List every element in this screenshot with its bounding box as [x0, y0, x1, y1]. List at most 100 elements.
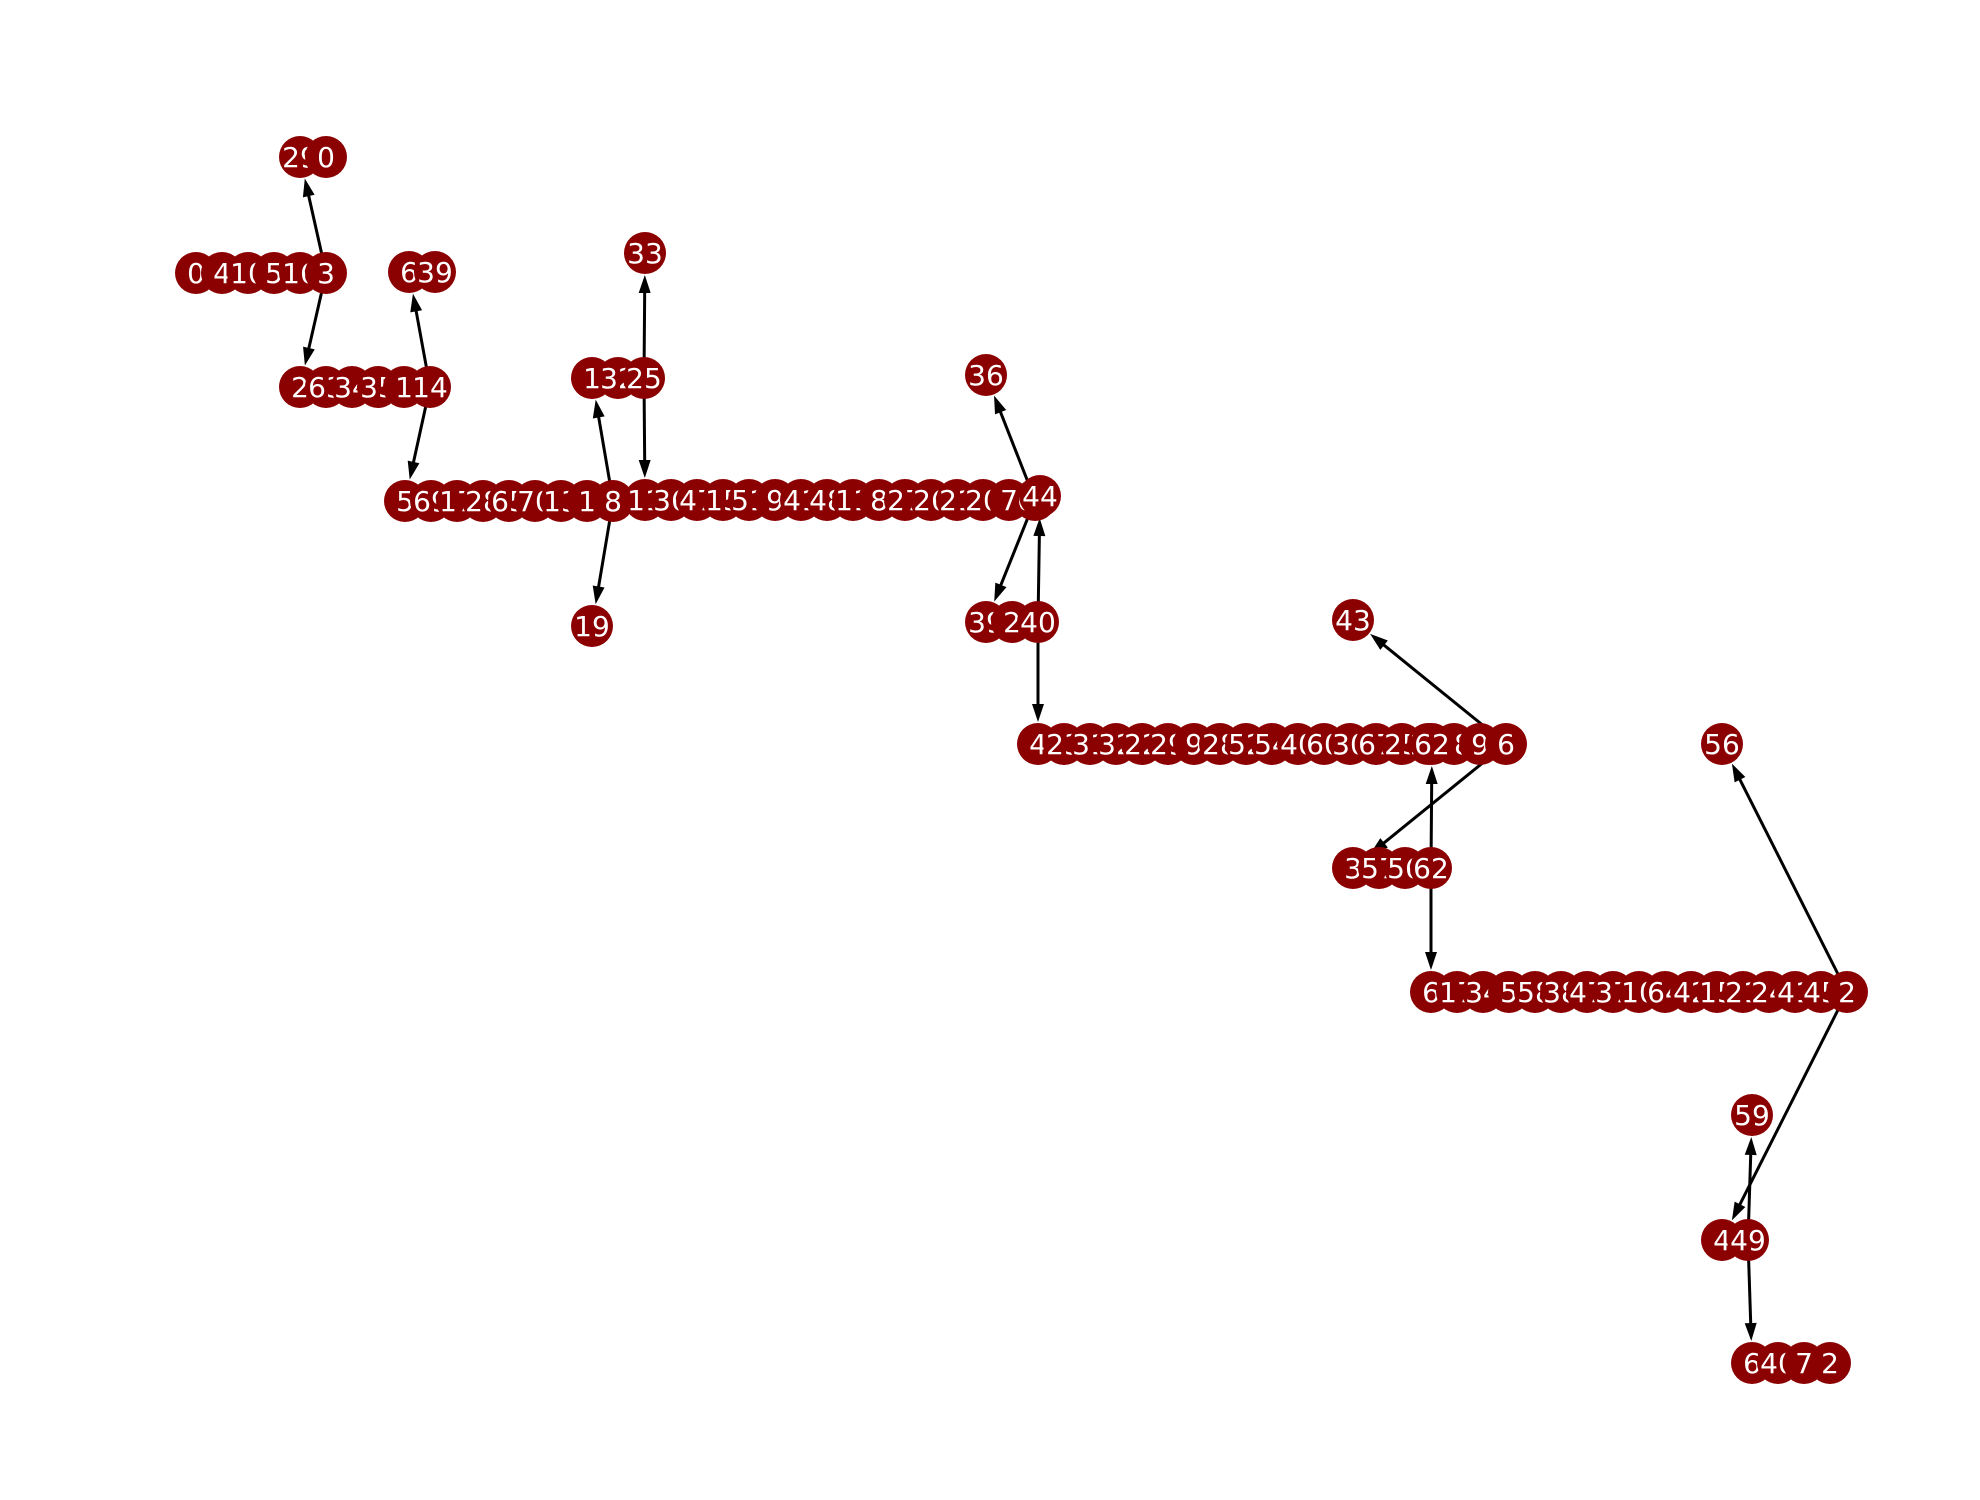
- node-cluster-c8: 33: [624, 232, 666, 274]
- node-label: 6: [1422, 976, 1440, 1009]
- node-circle: [1731, 1094, 1773, 1136]
- arrowhead: [407, 460, 420, 480]
- node: 39: [414, 251, 456, 293]
- node-label: 2: [1003, 606, 1021, 639]
- node-cluster-c6: 19: [571, 605, 613, 647]
- node-cluster-c2: 29 0: [279, 136, 347, 178]
- node-circle: [623, 357, 665, 399]
- node-label: 5: [396, 485, 414, 518]
- node-label: 1: [578, 485, 596, 518]
- arrowhead: [1033, 517, 1046, 537]
- node: 56: [1701, 723, 1743, 765]
- node-label: 9: [1471, 728, 1489, 761]
- node: 62: [1410, 847, 1452, 889]
- node-label: 2: [291, 371, 309, 404]
- node-cluster-c1: 0 4 10 5 16 3: [175, 252, 347, 294]
- node-label: 7: [1795, 1347, 1813, 1380]
- node-circle: [409, 366, 451, 408]
- node-label: 1: [395, 371, 413, 404]
- node-label: 3: [1344, 852, 1362, 885]
- node-label: 8: [604, 485, 622, 518]
- node: 6: [1485, 723, 1527, 765]
- arrowhead: [1425, 952, 1437, 970]
- node-cluster-c18: 56: [1701, 723, 1743, 765]
- node-circle: [1410, 847, 1452, 889]
- arrowhead: [994, 395, 1007, 415]
- arrowhead: [1731, 1201, 1746, 1221]
- node-circle: [1826, 971, 1868, 1013]
- node-circle: [1727, 1219, 1769, 1261]
- node-circle: [1701, 723, 1743, 765]
- arrowhead: [1744, 1322, 1757, 1342]
- node-label: 62: [1413, 852, 1449, 885]
- node: 14: [409, 366, 451, 408]
- node-cluster-c21: 6 40 7 2: [1731, 1342, 1851, 1384]
- node: 2: [1826, 971, 1868, 1013]
- node-label: 6: [1497, 728, 1515, 761]
- node: 59: [1731, 1094, 1773, 1136]
- arrowhead: [592, 585, 605, 605]
- node-circle: [1332, 599, 1374, 641]
- node-label: 43: [1335, 604, 1371, 637]
- arrowhead: [1370, 633, 1388, 650]
- arrowhead: [302, 178, 315, 198]
- node-label: 56: [1704, 728, 1740, 761]
- node: 2: [1809, 1342, 1851, 1384]
- node-label: 59: [1734, 1099, 1770, 1132]
- node-label: 1: [583, 362, 601, 395]
- node-label: 7: [1000, 484, 1018, 517]
- node: 62: [1411, 723, 1453, 765]
- node-label: 0: [317, 141, 335, 174]
- node-label: 5: [1500, 976, 1518, 1009]
- node-cluster-c19: 4 49: [1701, 1219, 1769, 1261]
- node: 25: [623, 357, 665, 399]
- node-cluster-c20: 59: [1731, 1094, 1773, 1136]
- node-cluster-c12: 44: [1019, 475, 1061, 517]
- node-circle: [624, 232, 666, 274]
- node-cluster-c13: 4233132222992852544060306725235896: [1017, 723, 1527, 765]
- node-cluster-c16: 62: [1411, 723, 1453, 765]
- node: 44: [1019, 475, 1061, 517]
- node-label: 2: [1838, 976, 1856, 1009]
- node: 36: [965, 354, 1007, 396]
- node-label: 8: [870, 484, 888, 517]
- node-label: 4: [1029, 728, 1047, 761]
- node-circle: [592, 480, 634, 522]
- node: 0: [305, 136, 347, 178]
- edge-line: [1736, 775, 1849, 993]
- node-label: 62: [1414, 728, 1450, 761]
- node-label: 39: [417, 256, 453, 289]
- edge-c17-c19: [1731, 991, 1849, 1221]
- node-label: 4: [1713, 1224, 1731, 1257]
- node-label: 49: [1730, 1224, 1766, 1257]
- node-label: 0: [187, 257, 205, 290]
- arrowhead: [638, 459, 651, 479]
- node-label: 19: [574, 610, 610, 643]
- node-circle: [965, 354, 1007, 396]
- node-label: 3: [317, 257, 335, 290]
- node-label: 9: [1185, 728, 1203, 761]
- node-label: 44: [1022, 480, 1058, 513]
- edge-c17-c18: [1731, 763, 1849, 993]
- node-circle: [571, 605, 613, 647]
- node-label: 33: [627, 237, 663, 270]
- node-label: 40: [1020, 606, 1056, 639]
- node-circle: [414, 251, 456, 293]
- node-cluster-c4: 6 39: [388, 251, 456, 293]
- node-circle: [1485, 723, 1527, 765]
- node-label: 4: [213, 257, 231, 290]
- node: 8: [592, 480, 634, 522]
- arrowhead: [1425, 765, 1438, 785]
- node-label: 14: [412, 371, 448, 404]
- node-cluster-c14: 43: [1332, 599, 1374, 641]
- node-circle: [305, 136, 347, 178]
- node-label: 2: [1821, 1347, 1839, 1380]
- node: 49: [1727, 1219, 1769, 1261]
- node: 43: [1332, 599, 1374, 641]
- edge-line: [1736, 991, 1849, 1209]
- node-circle: [1017, 601, 1059, 643]
